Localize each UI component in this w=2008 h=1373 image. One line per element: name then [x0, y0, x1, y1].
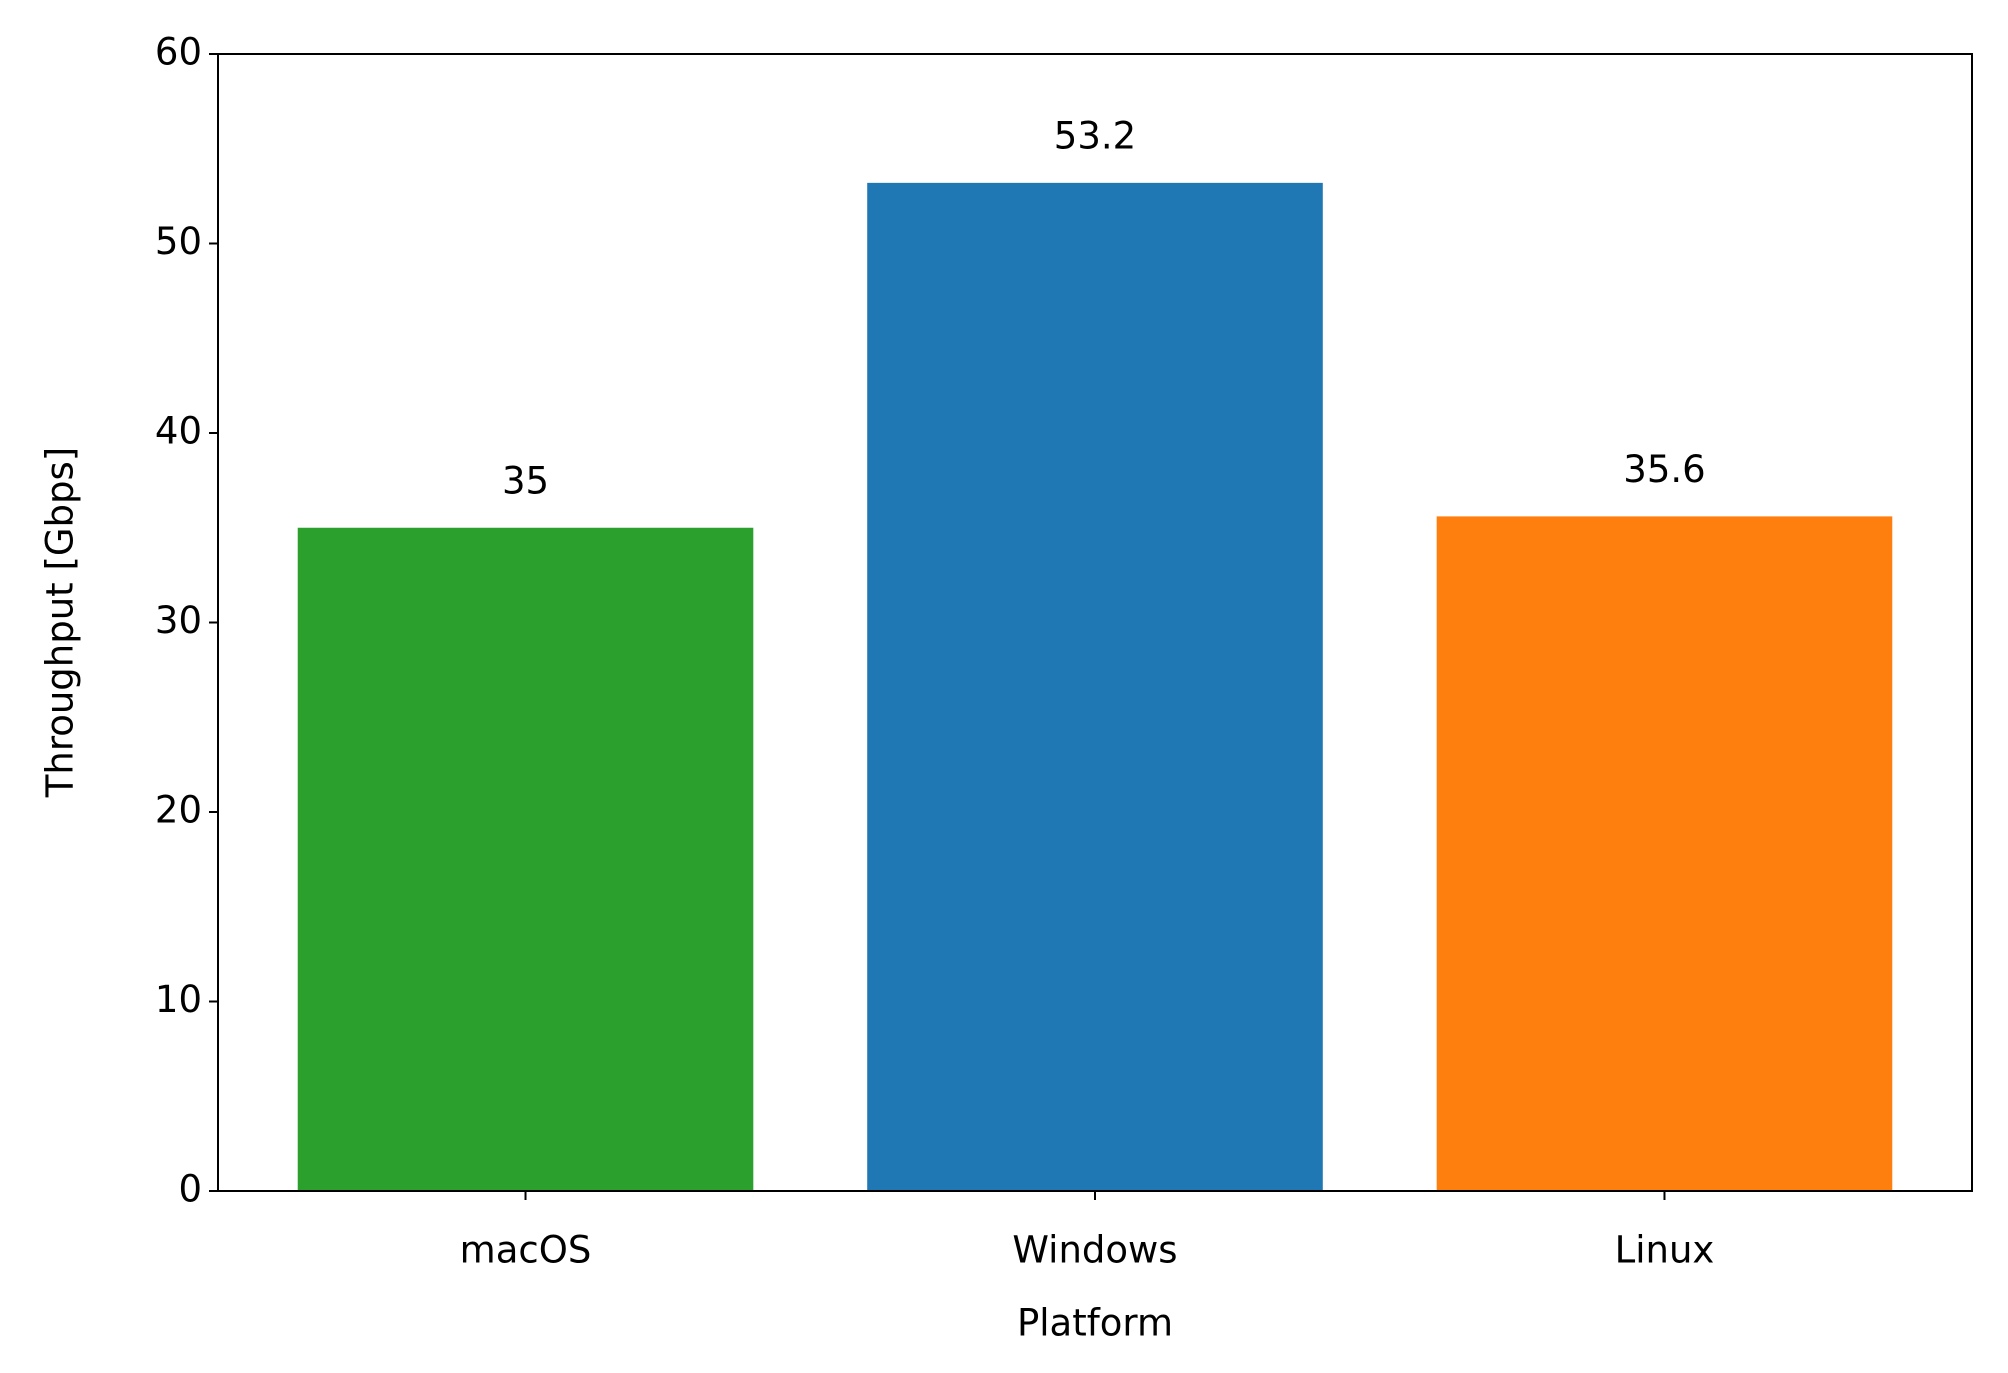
data-label: 35 [502, 459, 549, 502]
bar [1436, 516, 1893, 1191]
y-tick-label: 40 [155, 410, 202, 453]
x-axis-label: Platform [1017, 1302, 1173, 1345]
data-label: 35.6 [1623, 448, 1705, 491]
x-tick-label: macOS [460, 1229, 592, 1272]
y-tick-label: 0 [178, 1168, 202, 1211]
y-tick-label: 60 [155, 31, 202, 74]
y-tick-label: 10 [155, 978, 202, 1021]
y-axis-label: Throughput [Gbps] [39, 447, 82, 798]
bar [867, 182, 1323, 1192]
x-tick-label: Linux [1615, 1229, 1715, 1272]
y-tick-label: 30 [155, 599, 202, 642]
data-label: 53.2 [1054, 114, 1136, 157]
y-tick-label: 50 [155, 220, 202, 263]
bar [297, 527, 754, 1191]
x-tick-label: Windows [1012, 1229, 1177, 1272]
plot-frame [217, 53, 1973, 1192]
y-tick-label: 20 [155, 789, 202, 832]
